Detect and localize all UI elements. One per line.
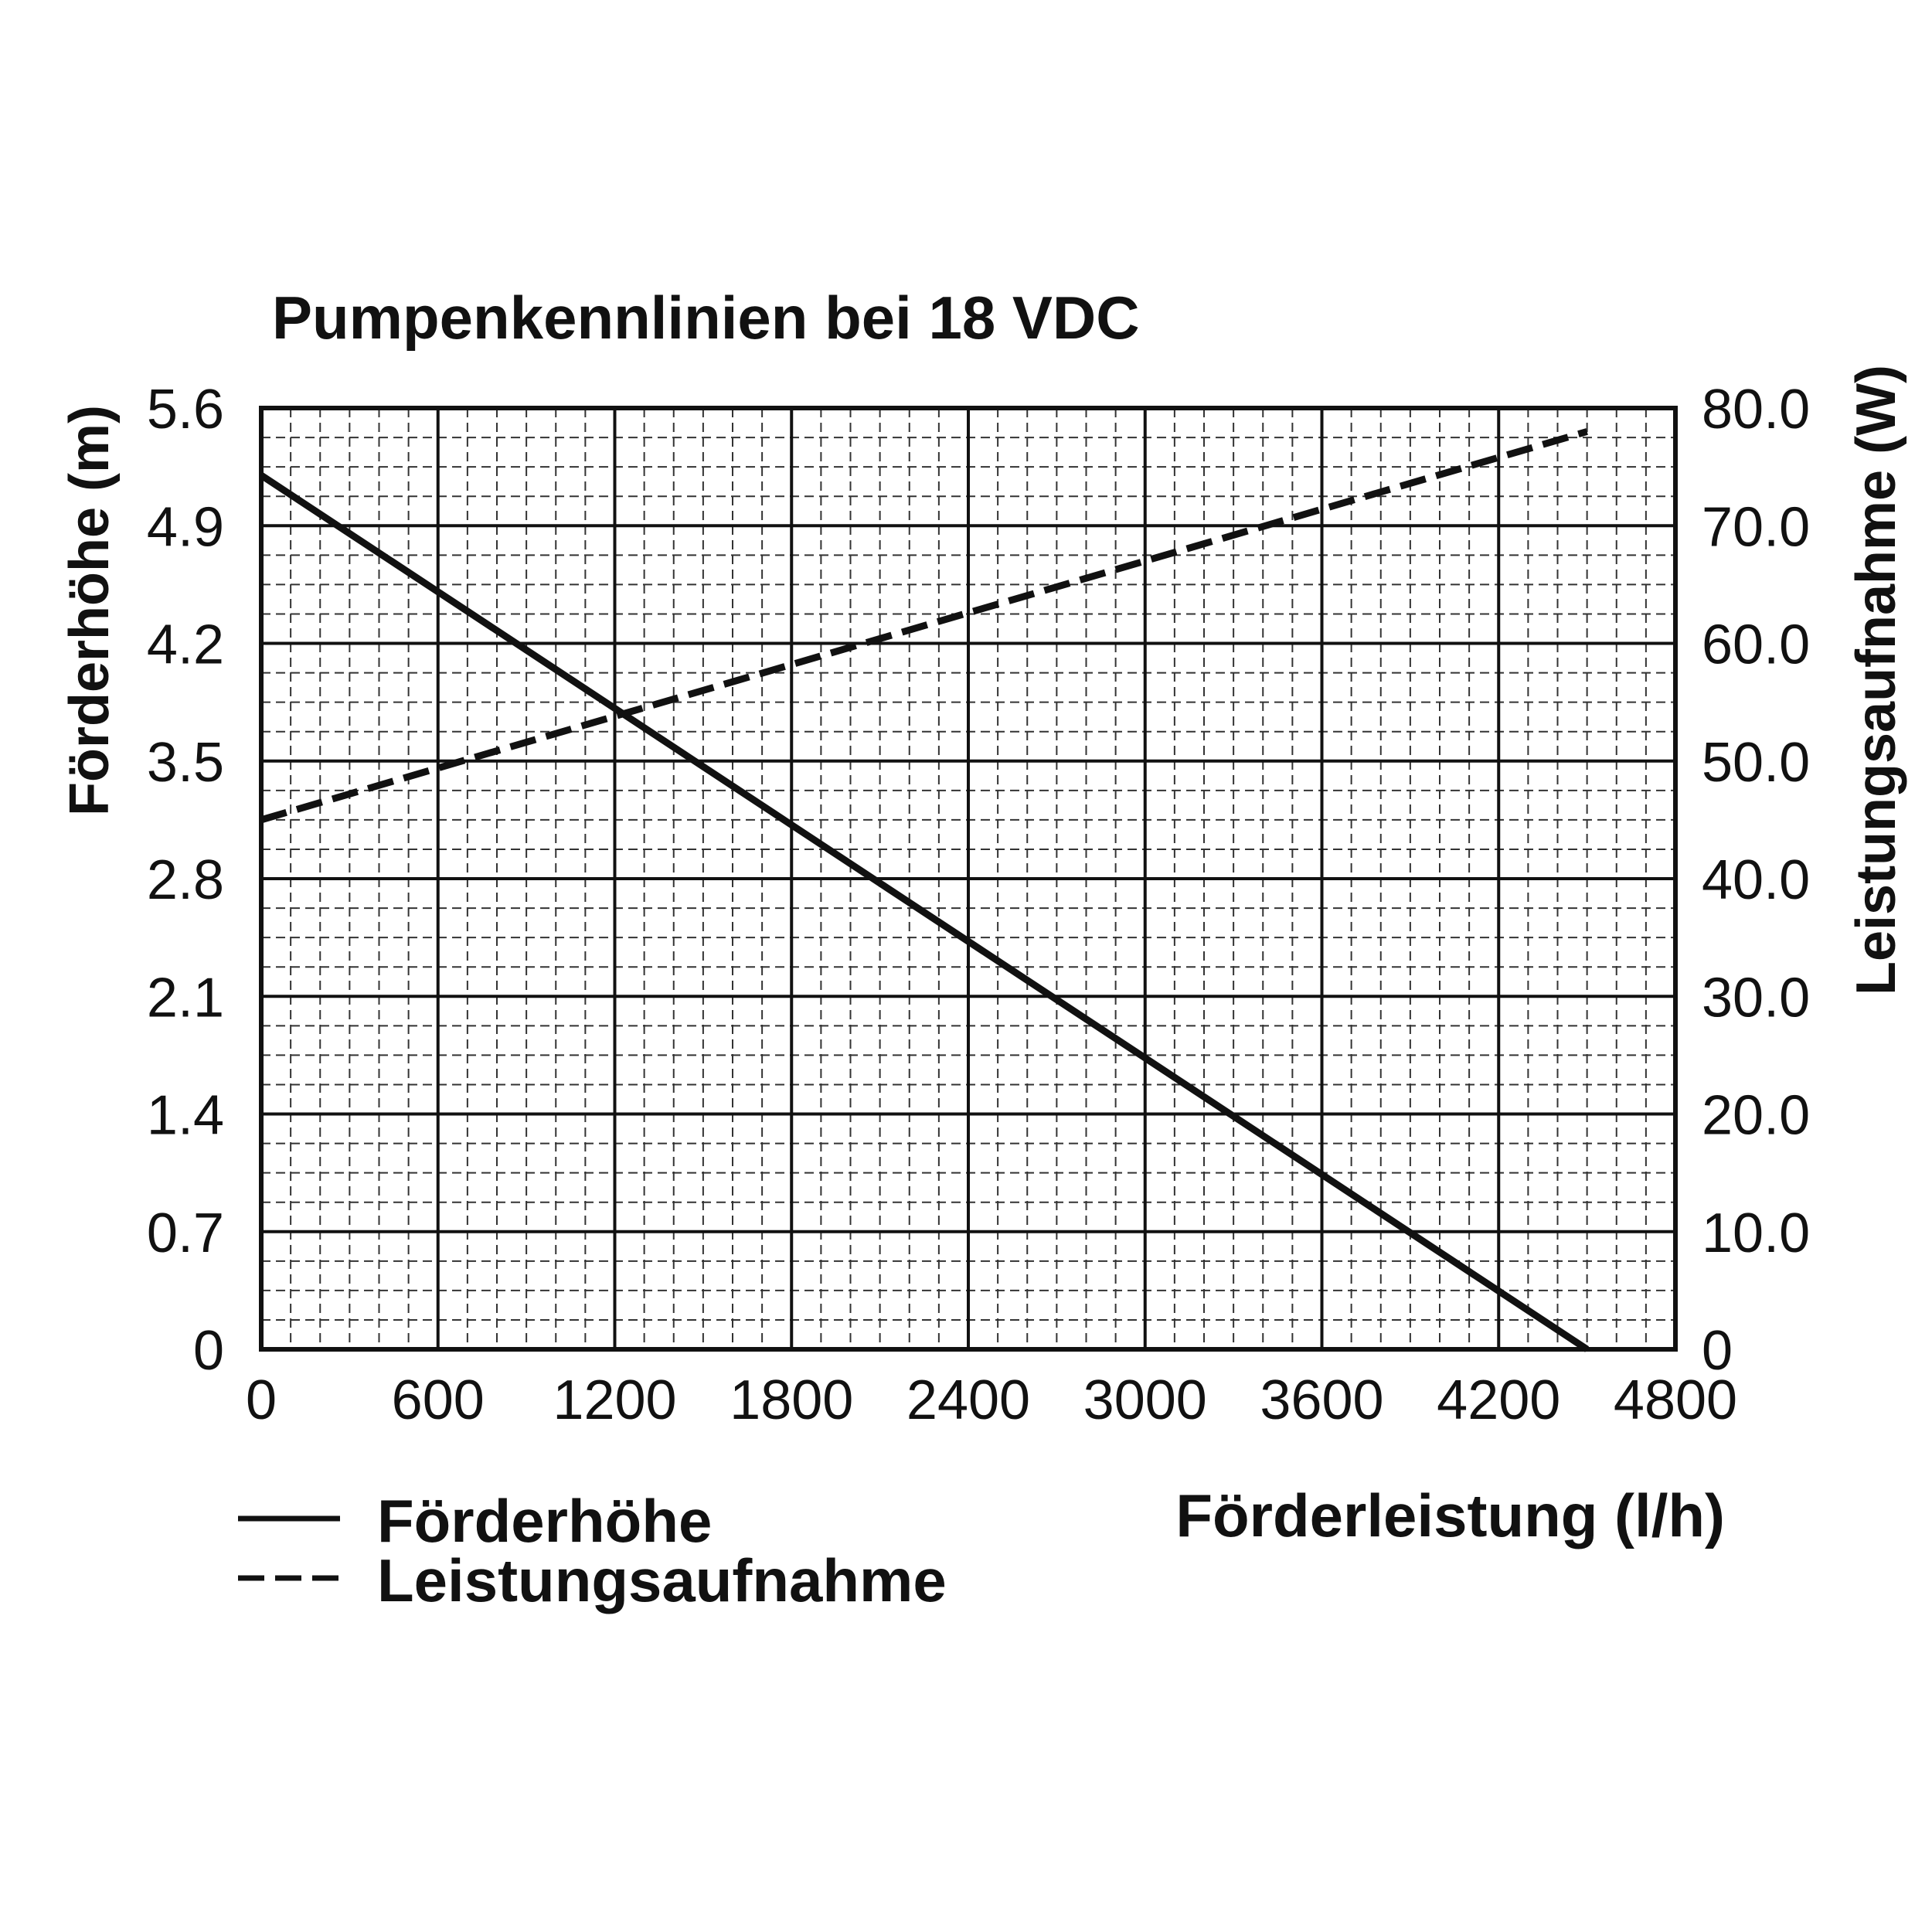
x-tick-label: 2400 [906, 1369, 1030, 1431]
legend-label-leistungsaufnahme: Leistungsaufnahme [377, 1546, 947, 1614]
y-left-tick-label: 4.9 [147, 496, 224, 558]
series-line-foerderhoehe [259, 472, 1590, 1352]
x-tick-label: 4200 [1437, 1369, 1560, 1431]
x-axis-label: Förderleistung (l/h) [1175, 1481, 1725, 1549]
y-right-tick-label: 10.0 [1702, 1202, 1810, 1264]
y-left-tick-label: 5.6 [147, 379, 224, 440]
x-tick-label: 0 [246, 1369, 277, 1431]
y-left-tick-label: 4.2 [147, 614, 224, 676]
y-left-tick-label: 2.8 [147, 849, 224, 911]
legend: Förderhöhe Leistungsaufnahme [238, 1487, 947, 1614]
x-axis-ticks: 0 600 1200 1800 2400 3000 3600 4200 4800 [246, 1369, 1737, 1431]
legend-label-foerderhoehe: Förderhöhe [377, 1487, 712, 1555]
x-tick-label: 1200 [553, 1369, 676, 1431]
major-grid [261, 408, 1675, 1349]
series-line-leistungsaufnahme [260, 428, 1588, 824]
left-axis-ticks: 0 0.7 1.4 2.1 2.8 3.5 4.2 4.9 5.6 [147, 379, 224, 1382]
x-tick-label: 3600 [1260, 1369, 1383, 1431]
y-right-tick-label: 30.0 [1702, 967, 1810, 1029]
y-left-tick-label: 3.5 [147, 732, 224, 794]
y-left-tick-label: 0 [193, 1320, 224, 1382]
y-right-tick-label: 50.0 [1702, 732, 1810, 794]
x-tick-label: 3000 [1083, 1369, 1207, 1431]
y-right-axis-label: Leistungsaufnahme (W) [1845, 365, 1907, 995]
y-right-tick-label: 60.0 [1702, 614, 1810, 676]
y-left-tick-label: 1.4 [147, 1085, 224, 1147]
plot-frame [259, 406, 1678, 1352]
y-right-tick-label: 70.0 [1702, 496, 1810, 558]
y-right-tick-label: 20.0 [1702, 1085, 1810, 1147]
y-left-tick-label: 0.7 [147, 1202, 224, 1264]
chart-title: Pumpenkennlinien bei 18 VDC [272, 284, 1140, 352]
y-left-tick-label: 2.1 [147, 967, 224, 1029]
x-tick-label: 600 [392, 1369, 485, 1431]
y-right-tick-label: 40.0 [1702, 849, 1810, 911]
series-layer [259, 428, 1590, 1352]
right-axis-ticks: 0 10.0 20.0 30.0 40.0 50.0 60.0 70.0 80.0 [1702, 379, 1810, 1382]
x-tick-label: 1800 [730, 1369, 853, 1431]
x-tick-label: 4800 [1614, 1369, 1737, 1431]
y-right-tick-label: 80.0 [1702, 379, 1810, 440]
y-right-tick-label: 0 [1702, 1320, 1733, 1382]
y-left-axis-label: Förderhöhe (m) [59, 405, 121, 816]
